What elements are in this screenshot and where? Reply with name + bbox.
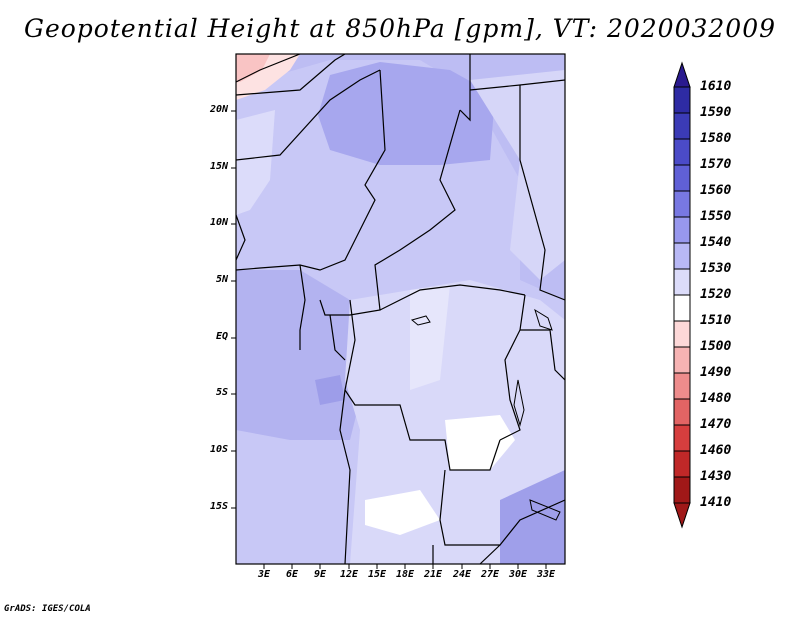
lat-label: 5N — [215, 274, 228, 285]
colorbar-segment — [673, 450, 691, 478]
colorbar-segment — [673, 320, 691, 348]
field-east-north — [470, 70, 565, 280]
chart-title: Geopotential Height at 850hPa [gpm], VT:… — [23, 14, 777, 43]
colorbar-segment — [673, 61, 691, 88]
lon-label: 30E — [508, 569, 528, 580]
lon-label: 12E — [339, 569, 359, 580]
colorbar-bottom-arrow — [673, 502, 691, 529]
map-frame — [235, 53, 566, 565]
lat-label: 10S — [209, 444, 228, 455]
lon-label: 9E — [313, 569, 327, 580]
lon-label: 3E — [257, 569, 271, 580]
lat-label: 5S — [215, 387, 228, 398]
height-field — [236, 54, 565, 564]
colorbar-segment — [673, 164, 691, 192]
colorbar-segment — [673, 294, 691, 322]
lon-label: 6E — [285, 569, 299, 580]
lon-label: 33E — [536, 569, 556, 580]
field-ridge-core — [236, 54, 270, 82]
field-west-high — [236, 110, 275, 215]
colorbar — [673, 61, 691, 529]
colorbar-label: 1570 — [700, 157, 732, 172]
colorbar-label: 1460 — [700, 443, 732, 458]
colorbar-label: 1590 — [700, 105, 732, 120]
lon-label: 18E — [395, 569, 415, 580]
lon-label: 15E — [367, 569, 387, 580]
lakes — [410, 308, 561, 521]
colorbar-segment — [673, 424, 691, 452]
lon-label: 24E — [452, 569, 472, 580]
lat-label: 10N — [209, 217, 228, 228]
colorbar-label: 1470 — [700, 417, 732, 432]
colorbar-label: 1560 — [700, 183, 732, 198]
colorbar-label: 1580 — [700, 131, 732, 146]
colorbar-label: 1430 — [700, 469, 732, 484]
country-borders — [236, 54, 565, 564]
colorbar-label: 1410 — [700, 495, 732, 510]
lon-label: 21E — [423, 569, 443, 580]
colorbar-segment — [673, 398, 691, 426]
colorbar-segment — [673, 86, 691, 114]
colorbar-segment — [673, 346, 691, 374]
colorbar-segment — [673, 216, 691, 244]
field-sahel-low — [318, 62, 495, 165]
colorbar-segment — [673, 242, 691, 270]
colorbar-label: 1540 — [700, 235, 732, 250]
colorbar-label: 1480 — [700, 391, 732, 406]
field-low-a — [445, 415, 515, 470]
colorbar-label: 1500 — [700, 339, 732, 354]
lat-label: 15N — [209, 161, 228, 172]
axis-ticks — [231, 110, 547, 569]
field-east-south — [500, 470, 565, 564]
colorbar-segment — [673, 112, 691, 140]
colorbar-label: 1550 — [700, 209, 732, 224]
field-basin — [410, 285, 450, 390]
lat-label: EQ — [215, 331, 228, 342]
colorbar-segment — [673, 268, 691, 296]
colorbar-segment — [673, 372, 691, 400]
colorbar-label: 1520 — [700, 287, 732, 302]
credit-label: GrADS: IGES/COLA — [4, 604, 91, 614]
colorbar-segment — [673, 190, 691, 218]
colorbar-segment — [673, 138, 691, 166]
lat-label: 15S — [209, 501, 228, 512]
colorbar-label: 1530 — [700, 261, 732, 276]
field-gabon-low — [315, 375, 345, 405]
colorbar-segment — [673, 476, 691, 504]
lon-label: 27E — [480, 569, 500, 580]
colorbar-label: 1510 — [700, 313, 732, 328]
field-low-b — [365, 490, 440, 535]
colorbar-label: 1490 — [700, 365, 732, 380]
colorbar-label: 1610 — [700, 79, 732, 94]
lat-label: 20N — [209, 104, 228, 115]
